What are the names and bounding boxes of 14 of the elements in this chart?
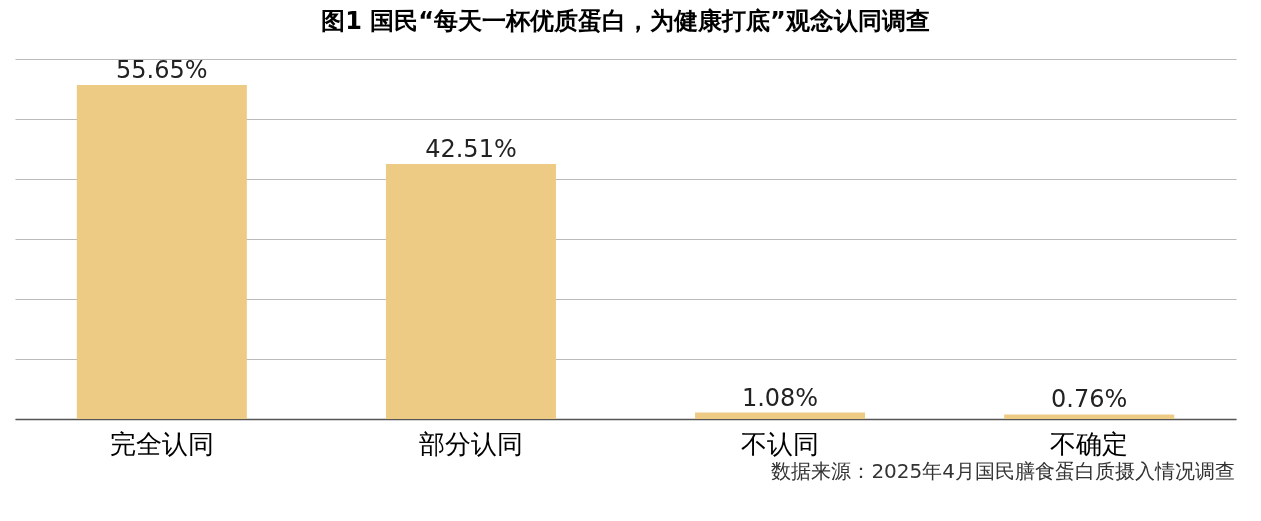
- chart-title: 图1 国民“每天一杯优质蛋白，为健康打底”观念认同调查: [321, 7, 930, 35]
- data-label: 55.65%: [116, 56, 208, 85]
- bar: [76, 85, 247, 419]
- bar: [695, 412, 866, 419]
- data-label: 0.76%: [1051, 385, 1128, 414]
- x-tick-label: 部分认同: [418, 428, 523, 459]
- data-label: 42.51%: [425, 134, 517, 163]
- x-tick-label: 不确定: [1050, 428, 1129, 459]
- source-note: 数据来源：2025年4月国民膳食蛋白质摄入情况调查: [771, 459, 1235, 483]
- bar: [1004, 414, 1175, 419]
- data-label: 1.08%: [741, 383, 819, 412]
- x-tick-label: 不认同: [741, 428, 820, 459]
- bar: [385, 163, 556, 419]
- x-tick-label: 完全认同: [109, 428, 214, 459]
